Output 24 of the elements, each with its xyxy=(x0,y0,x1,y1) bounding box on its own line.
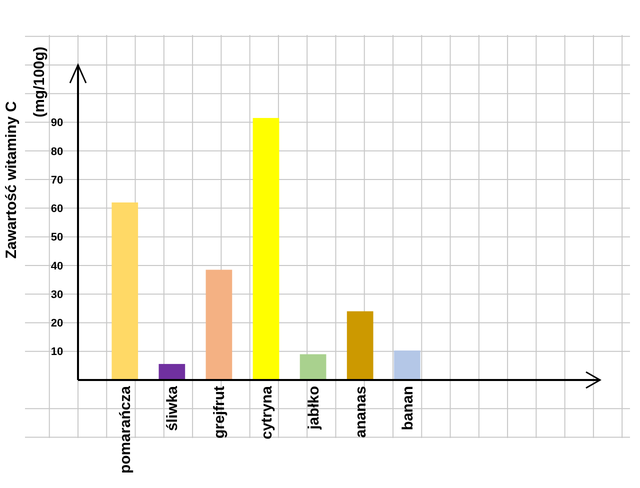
y-tick-label: 50 xyxy=(50,232,64,244)
x-tick-label: cytryna xyxy=(258,385,276,440)
y-axis-title: Zawartość witaminy C (mg/100g) xyxy=(3,46,48,259)
x-tick-label: śliwka xyxy=(164,385,182,432)
x-tick-label: jabłko xyxy=(305,386,322,430)
y-tick-label: 90 xyxy=(50,117,64,130)
bar xyxy=(112,202,138,380)
x-tick-label: grejfrut xyxy=(211,386,228,438)
y-tick-label: 10 xyxy=(50,346,64,358)
bar xyxy=(206,270,232,380)
bar xyxy=(300,354,326,380)
x-tick-label: ananas xyxy=(352,386,370,438)
bar xyxy=(394,350,420,380)
y-tick-label: 70 xyxy=(50,174,64,186)
bar xyxy=(346,311,374,380)
y-tick-label: 40 xyxy=(50,260,64,272)
x-tick-label: banan xyxy=(399,386,416,430)
y-tick-label: 20 xyxy=(50,318,64,330)
y-tick-label: 80 xyxy=(50,146,64,158)
bar xyxy=(252,118,280,380)
y-tick-label: 30 xyxy=(50,288,64,301)
y-tick-label: 60 xyxy=(50,203,64,216)
bar xyxy=(158,364,186,380)
x-tick-label: pomarańcza xyxy=(117,385,134,474)
